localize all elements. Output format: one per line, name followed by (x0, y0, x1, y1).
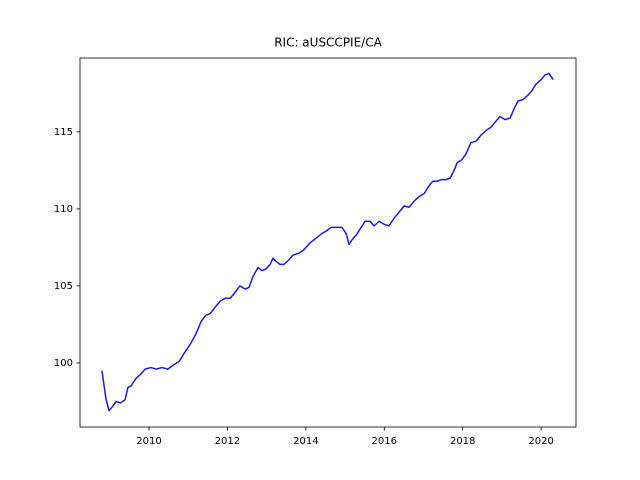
x-tick-label: 2012 (215, 436, 240, 447)
y-tick-label: 105 (54, 281, 73, 292)
x-tick-label: 2010 (136, 436, 161, 447)
x-tick-label: 2016 (372, 436, 397, 447)
y-tick-label: 100 (54, 358, 73, 369)
x-tick-label: 2018 (450, 436, 475, 447)
data-line (101, 72, 554, 412)
x-tick-label: 2020 (528, 436, 553, 447)
x-tick-label: 2014 (293, 436, 318, 447)
y-tick-label: 110 (54, 204, 73, 215)
axes-frame (79, 57, 577, 428)
chart-title: RIC: aUSCCPIE/CA (274, 36, 382, 50)
y-tick-label: 115 (54, 127, 73, 138)
